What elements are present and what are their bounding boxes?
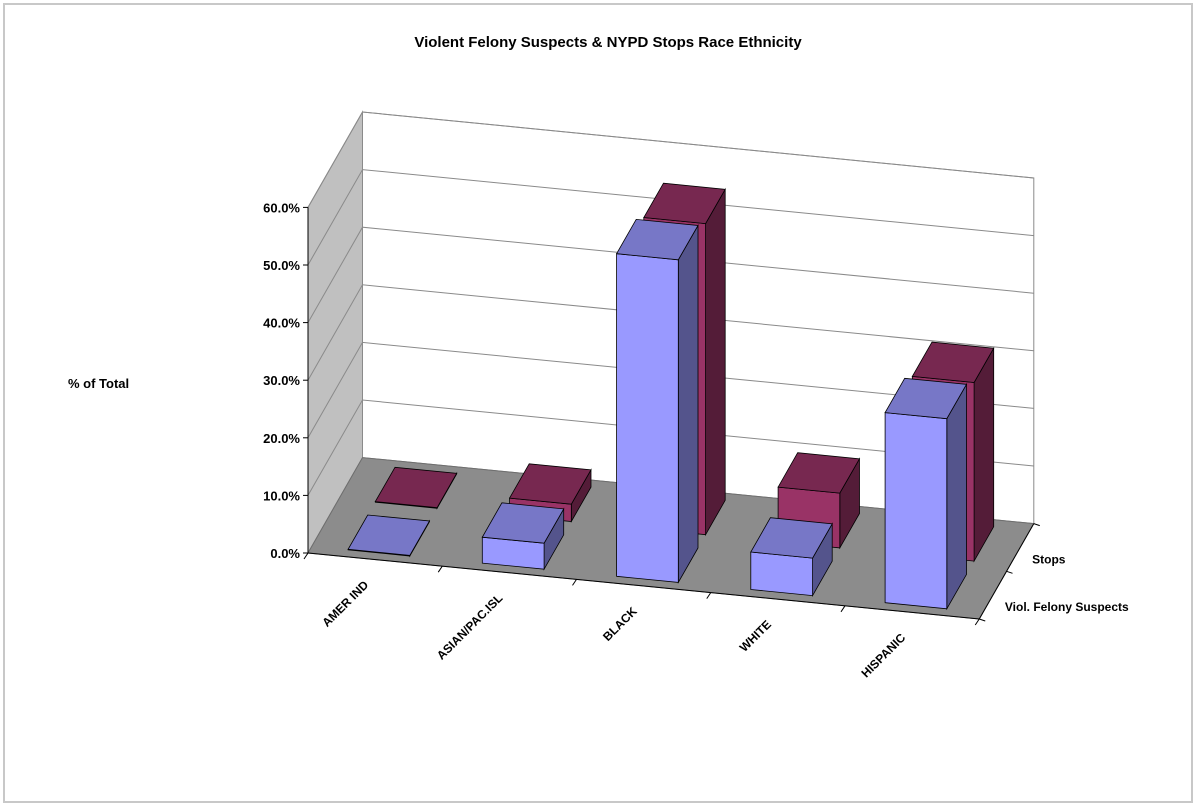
bar-side bbox=[705, 187, 726, 537]
y-tick-label: 0.0% bbox=[270, 546, 300, 561]
bar bbox=[347, 514, 431, 558]
bar-top bbox=[481, 502, 565, 544]
y-tick-label: 40.0% bbox=[263, 316, 300, 331]
y-tick-label: 50.0% bbox=[263, 258, 300, 273]
bar-top bbox=[884, 377, 968, 420]
bar-top bbox=[643, 182, 726, 225]
y-tick-label: 60.0% bbox=[263, 200, 300, 215]
depth-tick-mark bbox=[979, 618, 986, 622]
x-tick-mark bbox=[974, 618, 980, 626]
bar-side bbox=[946, 382, 967, 611]
x-tick-mark bbox=[706, 592, 712, 599]
gridline bbox=[307, 169, 1034, 266]
bar-front bbox=[750, 551, 813, 597]
bar-top bbox=[777, 452, 861, 494]
bar-top bbox=[911, 341, 995, 383]
bar-side bbox=[973, 346, 995, 563]
bar-side bbox=[677, 224, 699, 584]
x-category-label: ASIAN/PAC.ISL bbox=[434, 591, 506, 663]
x-category-label: BLACK bbox=[600, 604, 640, 644]
bar bbox=[750, 517, 833, 598]
bar-front bbox=[884, 412, 948, 610]
bar-top bbox=[615, 218, 699, 261]
gridline bbox=[307, 399, 1034, 496]
y-tick-label: 20.0% bbox=[263, 431, 300, 446]
y-axis-label: % of Total bbox=[68, 376, 129, 391]
gridline bbox=[307, 284, 1034, 381]
gridline bbox=[307, 226, 1034, 323]
x-axis-line bbox=[307, 552, 980, 620]
bar bbox=[481, 502, 565, 571]
bar bbox=[374, 466, 458, 510]
y-tick-label: 10.0% bbox=[263, 488, 300, 503]
depth-tick-mark bbox=[1006, 570, 1013, 574]
x-category-label: AMER IND bbox=[319, 578, 371, 630]
x-category-label: WHITE bbox=[737, 617, 774, 654]
x-tick-mark bbox=[572, 579, 577, 586]
y-tick-label: 30.0% bbox=[263, 373, 300, 388]
bar-top bbox=[750, 517, 833, 559]
depth-tick-mark bbox=[1033, 523, 1040, 527]
bar-top bbox=[347, 514, 431, 556]
series-label: Viol. Felony Suspects bbox=[1005, 600, 1129, 614]
x-category-label: HISPANIC bbox=[858, 630, 908, 680]
bar bbox=[615, 218, 699, 584]
axes bbox=[303, 206, 1040, 626]
gridline bbox=[307, 341, 1034, 439]
series-label: Stops bbox=[1032, 552, 1066, 566]
gridlines bbox=[307, 111, 1034, 496]
x-tick-mark bbox=[840, 605, 846, 613]
bar-top bbox=[508, 463, 592, 505]
bar bbox=[884, 377, 968, 611]
chart-title: Violent Felony Suspects & NYPD Stops Rac… bbox=[414, 34, 802, 51]
gridline bbox=[307, 111, 1034, 208]
x-tick-mark bbox=[437, 565, 443, 573]
bar-top bbox=[374, 466, 458, 509]
bar-front bbox=[616, 253, 679, 583]
bars bbox=[347, 182, 995, 611]
x-tick-mark bbox=[303, 552, 309, 560]
